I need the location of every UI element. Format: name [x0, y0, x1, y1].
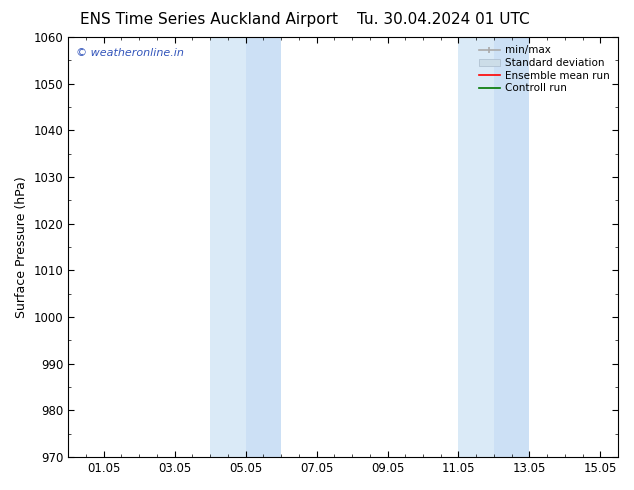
Text: Tu. 30.04.2024 01 UTC: Tu. 30.04.2024 01 UTC	[358, 12, 530, 27]
Y-axis label: Surface Pressure (hPa): Surface Pressure (hPa)	[15, 176, 28, 318]
Bar	[245, 37, 281, 457]
Bar	[494, 37, 529, 457]
Bar	[210, 37, 245, 457]
Text: ENS Time Series Auckland Airport: ENS Time Series Auckland Airport	[81, 12, 338, 27]
Bar	[458, 37, 494, 457]
Legend: min/max, Standard deviation, Ensemble mean run, Controll run: min/max, Standard deviation, Ensemble me…	[476, 42, 613, 97]
Text: © weatheronline.in: © weatheronline.in	[77, 48, 184, 58]
